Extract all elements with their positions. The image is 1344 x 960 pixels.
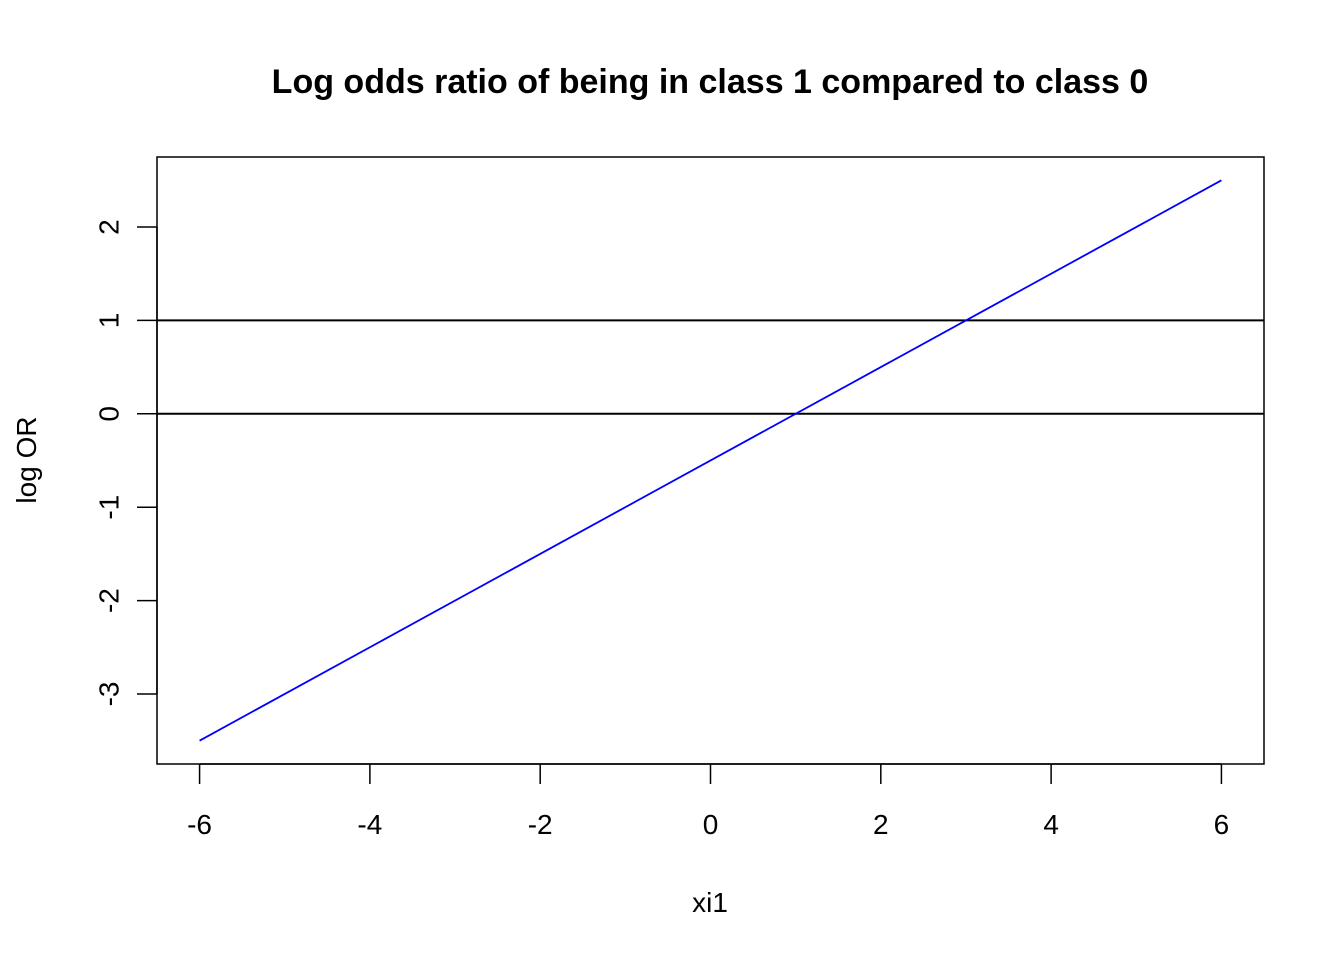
x-tick-label: 2: [873, 809, 889, 840]
y-axis-label: log OR: [11, 416, 42, 503]
x-tick-label: -4: [357, 809, 382, 840]
x-tick-label: 0: [703, 809, 719, 840]
y-tick-label: -1: [94, 495, 125, 520]
y-tick-label: 0: [94, 406, 125, 422]
y-tick-label: 2: [94, 219, 125, 235]
chart-title: Log odds ratio of being in class 1 compa…: [272, 63, 1149, 101]
series-line-0: [199, 179, 1222, 742]
y-tick-label: 1: [94, 313, 125, 329]
y-axis: -3 -2 -1 0 1 2: [94, 219, 158, 706]
x-tick-label: 6: [1214, 809, 1230, 840]
y-tick-label: -2: [94, 588, 125, 613]
reference-lines: [157, 319, 1264, 415]
x-axis: -6 -4 -2 0 2 4 6: [187, 763, 1230, 840]
series-group: [199, 179, 1222, 742]
x-axis-label: xi1: [692, 887, 728, 918]
x-tick-label: 4: [1043, 809, 1059, 840]
x-tick-label: -2: [528, 809, 553, 840]
y-tick-label: -3: [94, 682, 125, 707]
x-tick-label: -6: [187, 809, 212, 840]
